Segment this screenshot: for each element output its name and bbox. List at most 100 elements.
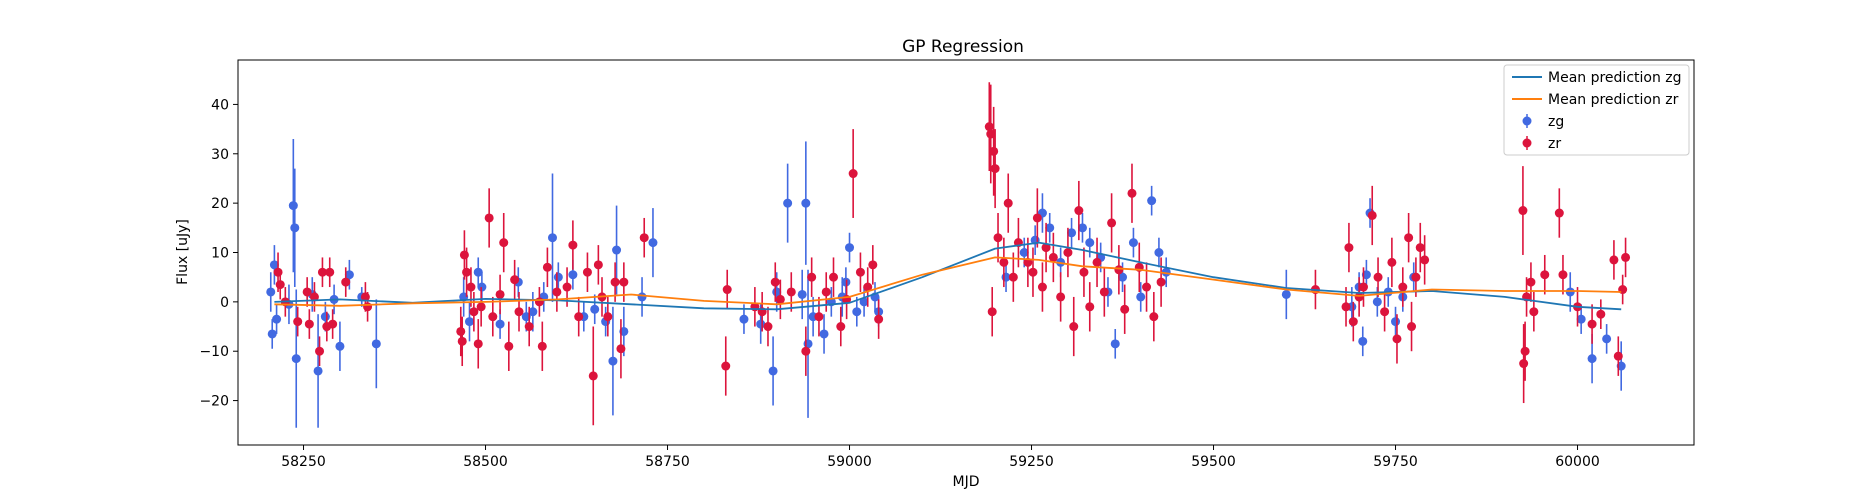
zr-data-point <box>457 336 467 346</box>
zg-data-point <box>739 314 749 324</box>
zg-data-point <box>266 287 276 297</box>
zr-data-point <box>552 287 562 297</box>
y-tick-label: 0 <box>220 295 229 311</box>
zg-data-point <box>648 238 658 248</box>
legend-label-mean-zr: Mean prediction zr <box>1548 92 1679 108</box>
x-tick-label: 59500 <box>1191 454 1236 470</box>
zg-data-point <box>801 198 811 208</box>
zr-data-point <box>990 164 1000 174</box>
zr-data-point <box>722 285 732 295</box>
zr-data-point <box>1114 265 1124 275</box>
zg-data-point <box>465 317 475 327</box>
zr-data-point <box>1074 206 1084 216</box>
zr-data-point <box>574 312 584 322</box>
zr-data-point <box>459 250 469 260</box>
zr-data-point <box>473 339 483 349</box>
y-tick-label: 20 <box>211 196 229 212</box>
zg-data-point <box>1118 272 1128 282</box>
y-axis-ticks: −20 −10 0 10 20 30 40 <box>199 97 238 410</box>
zr-data-point <box>293 317 303 327</box>
legend-label-zr: zr <box>1548 136 1561 152</box>
zg-data-point <box>568 270 578 280</box>
zr-data-point <box>1003 198 1013 208</box>
zr-data-point <box>514 307 524 317</box>
zg-data-point <box>1110 339 1120 349</box>
zr-data-point <box>1069 322 1079 332</box>
zr-data-point <box>639 233 649 243</box>
zg-data-point <box>612 245 622 255</box>
zg-data-point <box>768 366 778 376</box>
zr-data-point <box>317 267 327 277</box>
y-tick-label: −20 <box>199 394 229 410</box>
zr-data-point <box>1056 292 1066 302</box>
zr-data-point <box>1367 210 1377 220</box>
zr-data-point <box>524 322 534 332</box>
zr-data-point <box>275 280 285 290</box>
zg-data-point <box>272 314 282 324</box>
zr-data-point <box>721 361 731 371</box>
zr-data-point <box>1411 272 1421 282</box>
zr-data-point <box>309 292 319 302</box>
zr-data-point <box>542 262 552 272</box>
zr-data-point <box>763 322 773 332</box>
zr-data-point <box>775 294 785 304</box>
zr-data-point <box>273 267 283 277</box>
zr-data-point <box>1092 257 1102 267</box>
zg-data-point <box>290 223 300 233</box>
zg-data-point <box>547 233 557 243</box>
zr-data-point <box>315 346 325 356</box>
zg-data-point <box>553 272 563 282</box>
zg-data-point <box>1391 317 1401 327</box>
zr-data-point <box>537 341 547 351</box>
zr-data-point <box>874 314 884 324</box>
zr-data-point <box>1037 282 1047 292</box>
zr-data-point <box>836 322 846 332</box>
zg-data-point <box>608 356 618 366</box>
zr-data-point <box>1348 317 1358 327</box>
zr-data-point <box>1032 213 1042 223</box>
zg-data-point <box>1576 314 1586 324</box>
mean-prediction-zr-line <box>274 256 1622 307</box>
zr-data-point <box>499 238 509 248</box>
x-tick-label: 60000 <box>1555 454 1600 470</box>
zr-data-point <box>1156 277 1166 287</box>
zr-data-point <box>1008 272 1018 282</box>
zr-data-point <box>770 277 780 287</box>
zr-data-point <box>456 326 466 336</box>
zr-data-point <box>1373 272 1383 282</box>
zg-data-point <box>852 307 862 317</box>
zr-data-point <box>848 169 858 179</box>
zr-data-point <box>786 287 796 297</box>
zr-data-point <box>1341 302 1351 312</box>
zr-data-point <box>987 307 997 317</box>
x-tick-label: 58750 <box>645 454 690 470</box>
x-axis-label: MJD <box>953 474 980 490</box>
zg-data-point <box>288 201 298 211</box>
zg-data-point <box>819 329 829 339</box>
zr-data-point <box>1596 309 1606 319</box>
zr-data-point <box>1558 270 1568 280</box>
zr-data-point <box>325 267 335 277</box>
zr-data-point <box>1540 270 1550 280</box>
zg-data-point <box>528 307 538 317</box>
series-zr <box>273 82 1631 426</box>
zr-data-point <box>1063 248 1073 257</box>
zr-data-point <box>1526 277 1536 287</box>
zg-data-point <box>1128 238 1138 248</box>
zr-data-point <box>1085 302 1095 312</box>
zr-data-point <box>1621 252 1631 262</box>
zg-data-point <box>1154 248 1164 257</box>
zr-data-point <box>1107 218 1117 228</box>
zr-data-point <box>1415 243 1425 253</box>
zr-data-point <box>801 346 811 356</box>
legend: Mean prediction zg Mean prediction zr zg… <box>1503 64 1690 156</box>
zg-data-point <box>269 260 279 270</box>
legend-label-zg: zg <box>1548 114 1564 130</box>
errorbar-layer <box>266 82 1631 428</box>
zr-data-point <box>534 297 544 307</box>
zr-data-point <box>1387 257 1397 267</box>
zr-data-point <box>610 277 620 287</box>
zr-data-point <box>341 277 351 287</box>
zg-data-point <box>845 243 855 253</box>
zg-data-point <box>1358 336 1368 346</box>
